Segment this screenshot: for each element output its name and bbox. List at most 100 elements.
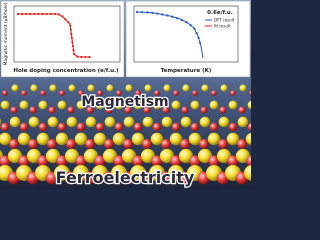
atom (104, 116, 116, 128)
atom (76, 100, 86, 110)
graphical-abstract: Magnetic moment (μB/hole) Hole doping co… (0, 0, 251, 189)
atom (86, 106, 94, 114)
ferroelectricity-label: Ferroelectricity (56, 168, 195, 187)
atom (123, 139, 133, 149)
atom (199, 139, 209, 149)
atom (106, 84, 114, 92)
atom (36, 132, 50, 146)
atom (169, 132, 183, 146)
atom (220, 84, 228, 92)
atom (247, 122, 251, 132)
atom (74, 132, 88, 146)
annotation: 0.6e/f.u. (207, 10, 233, 16)
atom (76, 122, 86, 132)
atom (200, 106, 208, 114)
atom (38, 100, 48, 110)
atom (247, 100, 251, 110)
atom (38, 122, 48, 132)
atom (219, 106, 227, 114)
atom (49, 84, 57, 92)
curve (136, 11, 204, 59)
atom (237, 116, 249, 128)
atom (181, 106, 189, 114)
right-panel: 0.6e/f.u. DFT result fit result Temperat… (125, 0, 251, 78)
atom (152, 100, 162, 110)
curve-markers (135, 10, 203, 48)
atom (30, 84, 38, 92)
atom (19, 122, 29, 132)
atom (249, 90, 251, 96)
atom (124, 106, 132, 114)
atom (57, 122, 67, 132)
atom (66, 116, 78, 128)
atom (11, 84, 19, 92)
atom (104, 139, 114, 149)
atom (56, 155, 68, 167)
atom (0, 155, 11, 167)
atom (10, 106, 18, 114)
panel-frame (125, 0, 251, 78)
legend-entry: DFT result (214, 18, 235, 23)
atom (87, 84, 95, 92)
atom (173, 90, 179, 96)
atom (123, 116, 135, 128)
atom (95, 100, 105, 110)
atom (218, 139, 228, 149)
panel-frame (0, 0, 125, 78)
plot-frame (13, 5, 121, 63)
atom (67, 106, 75, 114)
atom (171, 100, 181, 110)
atom (40, 90, 46, 96)
atom (0, 118, 2, 126)
y-axis-label: Magnetic moment (μB/hole) (3, 2, 9, 65)
atom (133, 100, 143, 110)
atom (190, 122, 200, 132)
atom (9, 139, 19, 149)
atom (133, 122, 143, 132)
atom (59, 90, 65, 96)
curve-markers (16, 12, 92, 59)
atom (105, 106, 113, 114)
atom (0, 100, 10, 110)
atom (0, 122, 10, 132)
atom (131, 132, 145, 146)
atom (78, 90, 84, 96)
atom (28, 116, 40, 128)
atom (112, 132, 126, 146)
atom (245, 132, 251, 146)
x-axis-label: Hole doping concentration (e/f.u.) (13, 68, 119, 74)
atom (150, 132, 164, 146)
atom (47, 116, 59, 128)
atom (144, 84, 152, 92)
atom (125, 84, 133, 92)
atom (28, 139, 38, 149)
atom (113, 155, 125, 167)
atom (143, 106, 151, 114)
atom (85, 139, 95, 149)
legend-entry: fit result (214, 24, 231, 29)
atom (170, 155, 182, 167)
atom (180, 139, 190, 149)
atom (152, 122, 162, 132)
atom (37, 155, 49, 167)
atom (161, 139, 171, 149)
atom (161, 116, 173, 128)
atom (48, 106, 56, 114)
atom (0, 132, 12, 146)
atom (116, 90, 122, 96)
atom (2, 90, 8, 96)
atom (162, 106, 170, 114)
atom (154, 90, 160, 96)
atom (190, 100, 200, 110)
x-axis-label: Temperature (K) (161, 68, 212, 74)
atom (244, 165, 251, 181)
atom (201, 84, 209, 92)
atom (18, 155, 30, 167)
atom (208, 155, 220, 167)
atom (163, 84, 171, 92)
atom (209, 122, 219, 132)
atom (85, 116, 97, 128)
atom (209, 100, 219, 110)
atom-layer (0, 84, 251, 185)
atom (182, 84, 190, 92)
